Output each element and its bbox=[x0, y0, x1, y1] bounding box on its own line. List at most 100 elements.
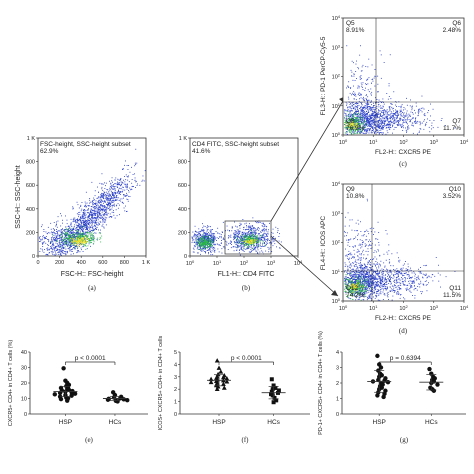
density-dot bbox=[105, 210, 107, 212]
density-dot bbox=[103, 220, 105, 222]
density-dot bbox=[242, 244, 244, 246]
density-dot bbox=[388, 126, 390, 128]
density-dot bbox=[88, 243, 90, 245]
density-dot bbox=[389, 121, 391, 123]
density-dot bbox=[373, 111, 375, 112]
density-dot bbox=[124, 184, 126, 186]
density-dot bbox=[419, 128, 421, 129]
density-dot bbox=[106, 217, 108, 219]
density-dot bbox=[384, 114, 386, 116]
density-dot bbox=[372, 127, 374, 129]
density-dot bbox=[399, 120, 401, 121]
density-dot bbox=[250, 249, 252, 250]
density-dot bbox=[89, 224, 91, 226]
density-dot bbox=[412, 124, 414, 126]
density-dot bbox=[104, 201, 106, 203]
density-dot bbox=[358, 111, 359, 112]
density-dot bbox=[100, 201, 102, 203]
density-dot bbox=[121, 198, 123, 200]
density-dot bbox=[90, 214, 92, 216]
density-dot bbox=[252, 227, 254, 229]
density-dot bbox=[241, 233, 243, 235]
density-dot bbox=[240, 239, 242, 241]
density-dot bbox=[240, 238, 242, 240]
density-dot bbox=[86, 237, 88, 239]
density-dot bbox=[85, 243, 87, 244]
density-dot bbox=[370, 119, 372, 121]
density-dot bbox=[53, 247, 55, 249]
density-dot bbox=[97, 205, 99, 206]
density-dot bbox=[71, 232, 72, 233]
density-dot bbox=[209, 231, 211, 233]
density-dot bbox=[230, 247, 232, 249]
density-dot bbox=[47, 247, 49, 249]
density-dot bbox=[367, 78, 369, 80]
density-dot bbox=[134, 173, 135, 175]
density-dot bbox=[399, 111, 401, 113]
density-dot bbox=[88, 240, 89, 242]
density-dot bbox=[210, 242, 211, 244]
density-dot bbox=[209, 239, 211, 241]
density-dot bbox=[77, 225, 79, 227]
density-dot bbox=[76, 219, 78, 220]
density-dot bbox=[87, 230, 89, 232]
density-dot bbox=[115, 183, 117, 185]
density-dot bbox=[69, 243, 71, 245]
density-dot bbox=[91, 229, 93, 231]
density-dot bbox=[50, 248, 52, 250]
density-dot bbox=[399, 119, 401, 120]
density-dot bbox=[125, 205, 126, 207]
density-dot bbox=[404, 119, 406, 121]
density-dot bbox=[65, 233, 66, 235]
density-dot bbox=[95, 203, 96, 204]
density-dot bbox=[369, 107, 371, 109]
density-dot bbox=[84, 242, 86, 243]
density-dot bbox=[222, 221, 224, 223]
density-dot bbox=[399, 109, 401, 111]
density-dot bbox=[247, 235, 249, 237]
density-dot bbox=[207, 246, 209, 248]
density-dot bbox=[418, 108, 420, 110]
density-dot bbox=[382, 117, 384, 119]
density-dot bbox=[96, 205, 97, 206]
density-dot bbox=[104, 207, 105, 208]
density-dot bbox=[127, 200, 129, 202]
connector-arrow-lower bbox=[331, 290, 338, 296]
density-dot bbox=[78, 242, 80, 243]
density-dot bbox=[82, 238, 84, 240]
density-dot bbox=[382, 121, 384, 123]
density-dot bbox=[385, 110, 387, 112]
density-dot bbox=[90, 240, 92, 242]
density-dot bbox=[196, 245, 198, 247]
density-dot bbox=[204, 246, 206, 247]
density-dot bbox=[207, 246, 209, 247]
density-dot bbox=[269, 242, 271, 243]
density-dot bbox=[355, 114, 357, 116]
density-dot bbox=[105, 194, 107, 195]
density-dot bbox=[395, 111, 396, 113]
density-dot bbox=[224, 238, 225, 240]
density-dot bbox=[385, 112, 387, 114]
density-dot bbox=[56, 238, 58, 239]
density-dot bbox=[213, 247, 214, 248]
density-dot bbox=[52, 234, 54, 236]
density-dot bbox=[354, 94, 355, 96]
density-dot bbox=[198, 243, 200, 245]
density-dot bbox=[410, 99, 411, 101]
density-dot bbox=[200, 234, 202, 235]
density-dot bbox=[48, 241, 50, 243]
density-dot bbox=[108, 192, 110, 194]
density-dot bbox=[370, 113, 372, 115]
density-dot bbox=[108, 199, 109, 201]
density-dot bbox=[108, 205, 110, 207]
density-dot bbox=[99, 217, 100, 219]
density-dot bbox=[356, 131, 358, 133]
density-dot bbox=[205, 237, 206, 238]
density-dot bbox=[361, 110, 363, 112]
density-dot bbox=[368, 132, 370, 134]
density-dot bbox=[209, 233, 211, 235]
density-dot bbox=[354, 108, 356, 110]
density-dot bbox=[72, 208, 74, 210]
density-dot bbox=[393, 120, 395, 122]
density-dot bbox=[201, 235, 203, 237]
